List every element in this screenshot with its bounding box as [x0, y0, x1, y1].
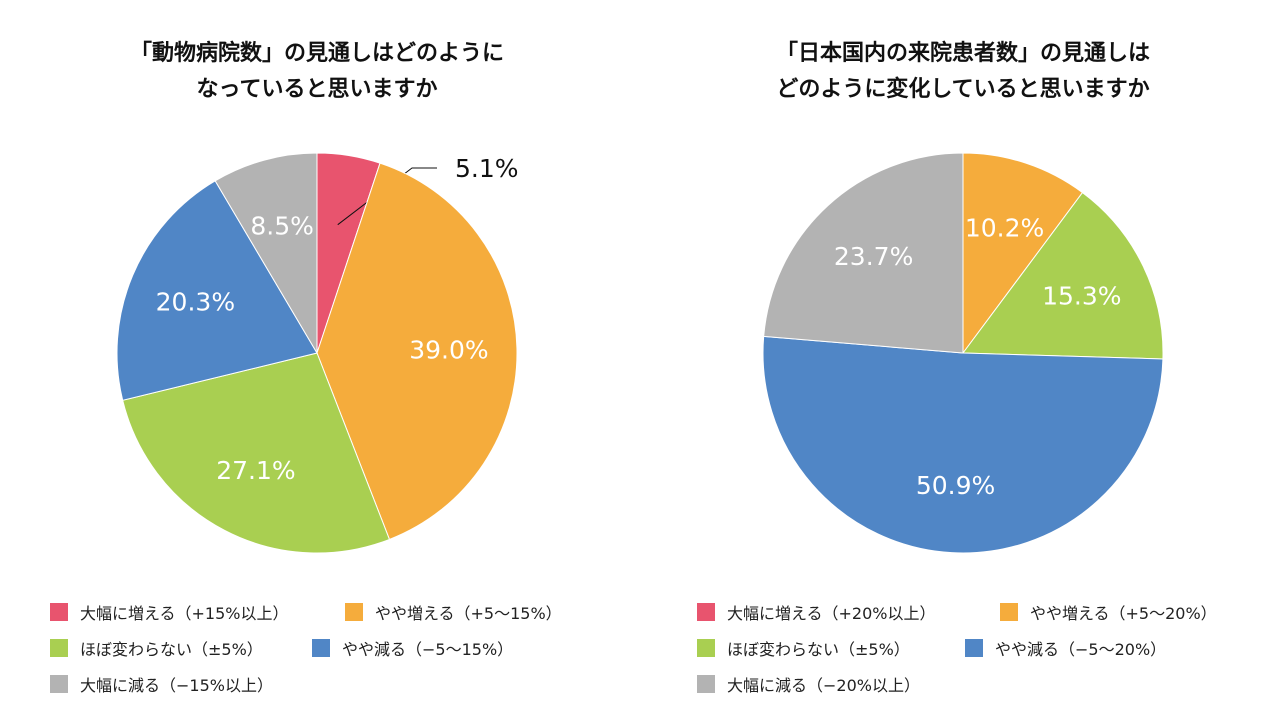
title-line-1: 「動物病院数」の見通しはどのように: [129, 41, 504, 66]
legend-item: やや増える（+5〜15%）: [345, 600, 562, 624]
legend-label: 大幅に減る（−20%以上）: [727, 676, 920, 695]
pie-slice: [316, 162, 518, 541]
legend-item: 大幅に増える（+15%以上）: [50, 600, 289, 624]
legend-swatch: [50, 639, 68, 657]
chart-title-clinics: 「動物病院数」の見通しはどのように なっていると思いますか: [37, 36, 597, 108]
legend-swatch: [697, 639, 715, 657]
pie-slice: [763, 152, 964, 354]
legend-item: 大幅に減る（−15%以上）: [50, 672, 273, 696]
legend-label: ほぼ変わらない（±5%）: [727, 640, 910, 659]
legend-item: 大幅に減る（−20%以上）: [697, 672, 920, 696]
pie-slice: [762, 335, 1164, 554]
legend-item: やや減る（−5〜15%）: [312, 636, 513, 660]
slice-label: 15.3%: [1042, 282, 1121, 311]
title-line-2: なっていると思いますか: [196, 77, 438, 102]
legend-swatch: [697, 603, 715, 621]
legend-swatch: [312, 639, 330, 657]
legend-swatch: [50, 603, 68, 621]
slice-label: 8.5%: [250, 212, 314, 241]
pie-slice: [962, 152, 1084, 355]
legend-swatch: [345, 603, 363, 621]
legend-item: 大幅に増える（+20%以上）: [697, 600, 936, 624]
chart-title-patients: 「日本国内の来院患者数」の見通しは どのように変化していると思いますか: [683, 36, 1243, 108]
legend-swatch: [1000, 603, 1018, 621]
pie-slice: [962, 191, 1164, 360]
title-line-2: どのように変化していると思いますか: [776, 77, 1150, 102]
legend-item: やや増える（+5〜20%）: [1000, 600, 1217, 624]
pie-slice: [214, 152, 318, 355]
leader-line: [337, 167, 437, 226]
slice-label: 5.1%: [455, 154, 519, 183]
legend-label: やや減る（−5〜20%）: [995, 640, 1167, 659]
legend-label: やや増える（+5〜20%）: [1030, 604, 1217, 623]
slice-label: 20.3%: [156, 288, 235, 317]
legend-swatch: [50, 675, 68, 693]
legend-label: 大幅に増える（+15%以上）: [80, 604, 289, 623]
slice-label: 39.0%: [409, 336, 488, 365]
legend-label: 大幅に減る（−15%以上）: [80, 676, 273, 695]
pie-slice: [116, 180, 318, 401]
legend-label: やや増える（+5〜15%）: [375, 604, 562, 623]
legend-item: ほぼ変わらない（±5%）: [697, 636, 910, 660]
slice-label: 10.2%: [965, 214, 1044, 243]
legend-item: ほぼ変わらない（±5%）: [50, 636, 263, 660]
slice-label: 27.1%: [216, 456, 295, 485]
slice-label: 23.7%: [834, 242, 913, 271]
legend-swatch: [697, 675, 715, 693]
slice-label: 50.9%: [916, 471, 995, 500]
legend-swatch: [965, 639, 983, 657]
pie-slice: [122, 352, 391, 554]
legend-label: ほぼ変わらない（±5%）: [80, 640, 263, 659]
legend-label: やや減る（−5〜15%）: [342, 640, 514, 659]
legend-label: 大幅に増える（+20%以上）: [727, 604, 936, 623]
legend-item: やや減る（−5〜20%）: [965, 636, 1166, 660]
title-line-1: 「日本国内の来院患者数」の見通しは: [775, 41, 1150, 66]
